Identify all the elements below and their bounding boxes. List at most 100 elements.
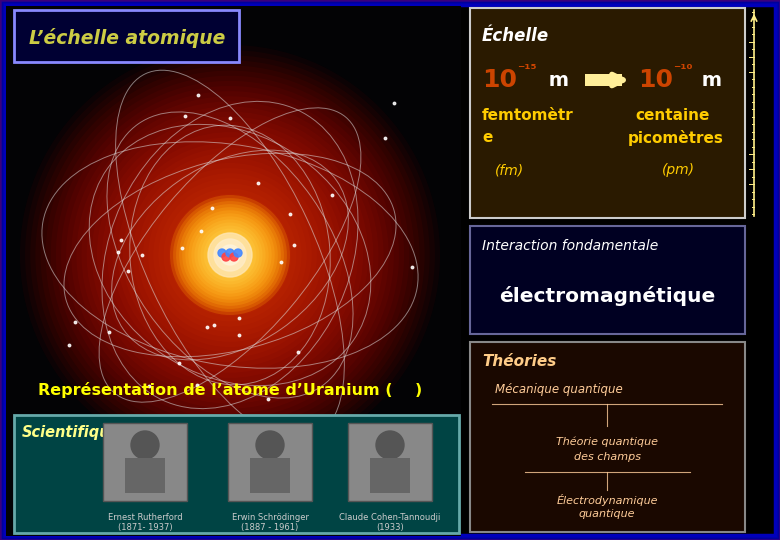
Circle shape xyxy=(191,217,268,294)
Text: électromagnétique: électromagnétique xyxy=(499,286,715,306)
Text: (pm): (pm) xyxy=(662,163,695,177)
Circle shape xyxy=(154,178,307,332)
Circle shape xyxy=(214,239,246,271)
Circle shape xyxy=(204,228,257,281)
Circle shape xyxy=(208,233,252,277)
Bar xyxy=(6,6,461,536)
Text: L’échelle atomique: L’échelle atomique xyxy=(29,28,225,48)
Circle shape xyxy=(61,86,399,424)
Circle shape xyxy=(215,240,245,270)
Circle shape xyxy=(222,253,230,261)
Text: femtomètr: femtomètr xyxy=(482,109,574,124)
Circle shape xyxy=(41,65,420,444)
Circle shape xyxy=(256,431,284,459)
Circle shape xyxy=(112,137,348,373)
Text: Claude Cohen-Tannoudji
(1933): Claude Cohen-Tannoudji (1933) xyxy=(339,513,441,532)
Circle shape xyxy=(220,245,240,265)
Circle shape xyxy=(228,253,232,257)
Circle shape xyxy=(148,173,312,337)
Circle shape xyxy=(194,219,266,291)
Bar xyxy=(348,423,432,501)
Circle shape xyxy=(210,235,250,275)
Text: Théories: Théories xyxy=(482,354,556,369)
Text: ⁻¹⁰: ⁻¹⁰ xyxy=(673,63,693,77)
Circle shape xyxy=(188,213,271,296)
Text: Scientifiques: Scientifiques xyxy=(22,426,129,441)
Circle shape xyxy=(173,198,287,312)
Circle shape xyxy=(226,249,234,257)
Circle shape xyxy=(200,225,261,286)
Bar xyxy=(470,8,745,218)
Circle shape xyxy=(183,207,278,303)
Text: des champs: des champs xyxy=(573,452,640,462)
Circle shape xyxy=(376,431,404,459)
Text: Électrodynamique: Électrodynamique xyxy=(556,494,658,506)
Text: Théorie quantique: Théorie quantique xyxy=(556,437,658,447)
Circle shape xyxy=(131,431,159,459)
Circle shape xyxy=(97,122,363,388)
Circle shape xyxy=(207,232,254,278)
Bar xyxy=(103,423,187,501)
Text: Mécanique quantique: Mécanique quantique xyxy=(495,383,622,396)
Bar xyxy=(14,415,459,533)
Circle shape xyxy=(194,219,265,291)
Text: (fm): (fm) xyxy=(495,163,524,177)
Circle shape xyxy=(190,214,271,296)
Circle shape xyxy=(107,132,353,378)
Text: Interaction fondamentale: Interaction fondamentale xyxy=(482,239,658,253)
Text: m: m xyxy=(695,71,722,90)
Text: m: m xyxy=(542,71,569,90)
Circle shape xyxy=(200,226,260,285)
Circle shape xyxy=(25,50,435,460)
Circle shape xyxy=(216,241,244,269)
Bar xyxy=(470,226,745,334)
Circle shape xyxy=(168,194,291,316)
Text: centaine: centaine xyxy=(635,109,709,124)
Bar xyxy=(370,458,410,493)
Circle shape xyxy=(204,230,255,280)
Circle shape xyxy=(179,204,281,306)
Circle shape xyxy=(184,209,276,301)
Text: Ernest Rutherford
(1871- 1937): Ernest Rutherford (1871- 1937) xyxy=(108,513,183,532)
Bar xyxy=(125,458,165,493)
Bar xyxy=(14,10,239,62)
Text: picomètres: picomètres xyxy=(628,130,724,146)
Bar xyxy=(228,423,312,501)
Bar xyxy=(585,74,622,86)
Circle shape xyxy=(76,102,384,409)
Circle shape xyxy=(66,91,394,419)
Text: Représentation de l’atome d’Uranium (    ): Représentation de l’atome d’Uranium ( ) xyxy=(38,382,422,398)
Circle shape xyxy=(30,55,430,455)
Circle shape xyxy=(143,168,317,342)
Text: Erwin Schrödinger
(1887 - 1961): Erwin Schrödinger (1887 - 1961) xyxy=(232,513,309,532)
Circle shape xyxy=(213,238,247,272)
Circle shape xyxy=(71,96,388,414)
Circle shape xyxy=(128,153,332,357)
Bar xyxy=(470,342,745,532)
Circle shape xyxy=(220,245,240,265)
Text: quantique: quantique xyxy=(579,509,635,519)
Bar xyxy=(250,458,290,493)
Circle shape xyxy=(234,249,242,257)
Circle shape xyxy=(118,143,342,368)
Circle shape xyxy=(51,76,410,434)
Circle shape xyxy=(56,81,404,429)
Circle shape xyxy=(92,117,368,393)
Circle shape xyxy=(176,201,284,309)
Text: 10: 10 xyxy=(482,68,517,92)
Circle shape xyxy=(87,112,374,399)
Circle shape xyxy=(35,60,424,450)
Text: ⁻¹⁵: ⁻¹⁵ xyxy=(517,63,537,77)
Circle shape xyxy=(186,210,275,300)
Circle shape xyxy=(222,247,238,263)
Text: e: e xyxy=(482,131,492,145)
Circle shape xyxy=(46,71,414,440)
Circle shape xyxy=(138,163,322,347)
Circle shape xyxy=(225,250,235,260)
Circle shape xyxy=(82,106,378,403)
Circle shape xyxy=(164,188,296,321)
Text: Échelle: Échelle xyxy=(482,27,549,45)
Circle shape xyxy=(102,127,358,383)
Circle shape xyxy=(179,204,281,306)
Circle shape xyxy=(197,222,263,287)
